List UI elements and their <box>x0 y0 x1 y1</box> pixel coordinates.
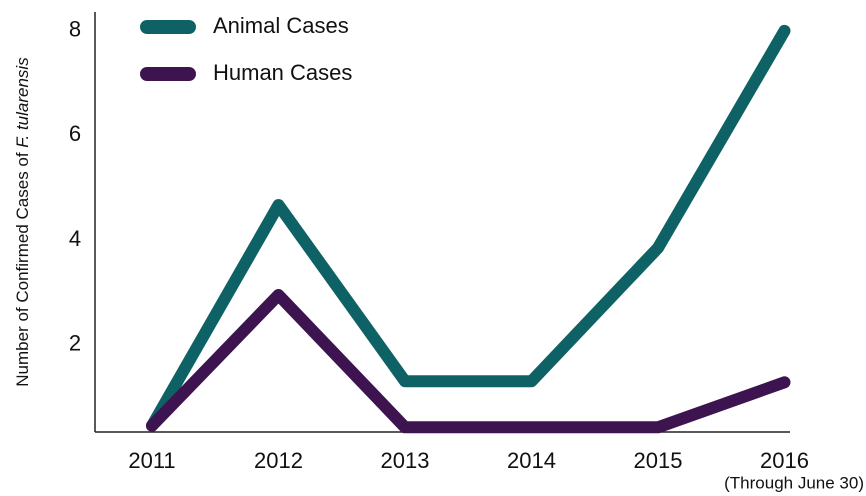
legend-label: Human Cases <box>213 60 352 85</box>
y-label-text: Number of Confirmed Cases of <box>13 148 32 387</box>
series-line <box>146 24 791 432</box>
x-tick-label: 2016 <box>760 448 809 473</box>
annotation: (Through June 30) <box>724 473 864 492</box>
y-axis-label: Number of Confirmed Cases of F. tularens… <box>13 57 32 387</box>
x-tick-label: 2014 <box>507 448 556 473</box>
x-tick-label: 2013 <box>381 448 430 473</box>
y-label-species: F. tularensis <box>13 57 32 148</box>
y-tick-label: 4 <box>69 226 81 251</box>
y-tick-label: 2 <box>69 330 81 355</box>
series-line <box>146 288 791 434</box>
x-tick-label: 2015 <box>634 448 683 473</box>
x-tick-label: 2011 <box>128 448 175 473</box>
legend-label: Animal Cases <box>213 13 349 38</box>
x-tick-label: 2012 <box>254 448 303 473</box>
y-tick-label: 6 <box>69 121 81 146</box>
y-tick-label: 8 <box>69 17 81 42</box>
